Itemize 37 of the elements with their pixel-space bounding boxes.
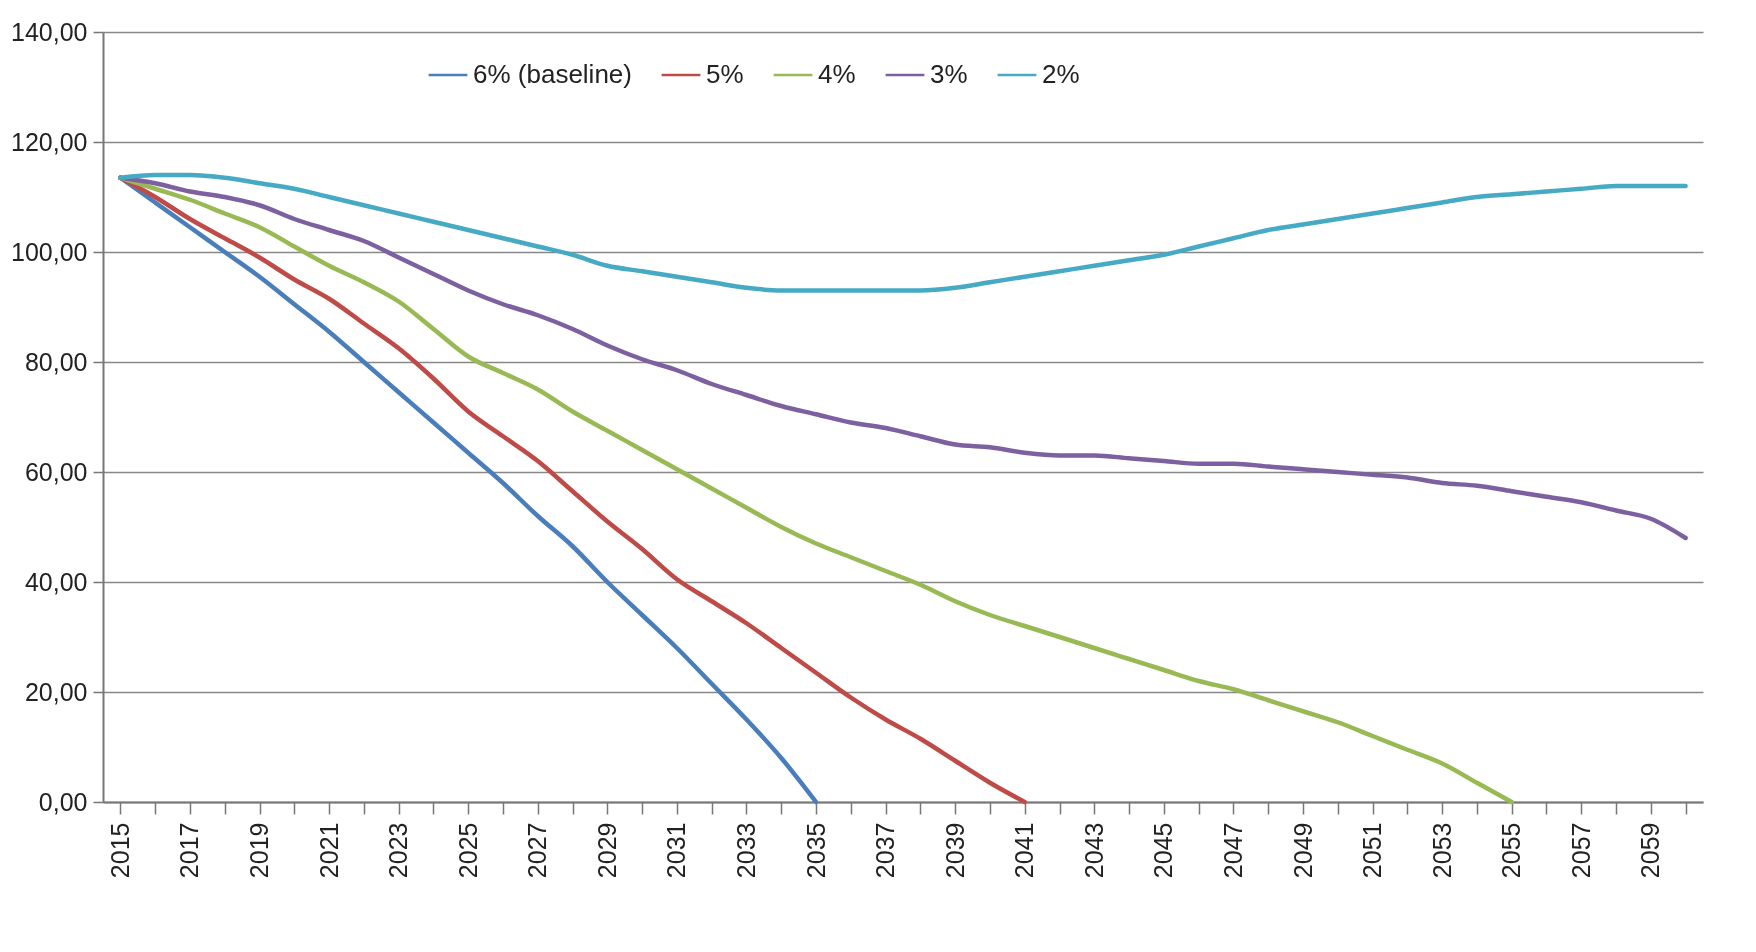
legend-label: 5%: [706, 59, 744, 89]
legend-label: 6% (baseline): [473, 59, 632, 89]
x-tick-label: 2037: [871, 822, 900, 879]
x-tick-label: 2045: [1149, 822, 1178, 879]
y-tick-label: 0,00: [38, 787, 88, 816]
x-tick-label: 2021: [314, 822, 343, 879]
x-tick-label: 2053: [1427, 822, 1456, 879]
x-tick-label: 2029: [592, 822, 621, 879]
x-tick-label: 2049: [1288, 822, 1317, 879]
x-tick-label: 2027: [523, 822, 552, 879]
x-tick-label: 2039: [940, 822, 969, 879]
x-tick-label: 2023: [384, 822, 413, 879]
x-tick-label: 2017: [175, 822, 204, 879]
y-tick-label: 20,00: [24, 677, 88, 706]
y-tick-label: 40,00: [24, 567, 88, 596]
x-tick-label: 2035: [801, 822, 830, 879]
x-tick-label: 2051: [1358, 822, 1387, 879]
legend-label: 3%: [930, 59, 968, 89]
legend-label: 2%: [1042, 59, 1080, 89]
x-tick-label: 2059: [1636, 822, 1665, 879]
x-tick-label: 2041: [1010, 822, 1039, 879]
x-tick-label: 2033: [731, 822, 760, 879]
y-tick-label: 60,00: [24, 457, 88, 486]
y-tick-label: 120,00: [11, 127, 88, 156]
x-tick-label: 2055: [1497, 822, 1526, 879]
y-tick-label: 100,00: [11, 237, 88, 266]
x-tick-label: 2015: [105, 822, 134, 879]
y-tick-label: 80,00: [24, 347, 88, 376]
x-tick-label: 2025: [453, 822, 482, 879]
x-tick-label: 2043: [1079, 822, 1108, 879]
x-tick-label: 2019: [245, 822, 274, 879]
legend-label: 4%: [818, 59, 856, 89]
x-tick-label: 2031: [662, 822, 691, 879]
x-tick-label: 2047: [1218, 822, 1247, 879]
x-tick-label: 2057: [1566, 822, 1595, 879]
line-series: [118, 172, 1688, 293]
y-tick-label: 140,00: [11, 17, 88, 46]
